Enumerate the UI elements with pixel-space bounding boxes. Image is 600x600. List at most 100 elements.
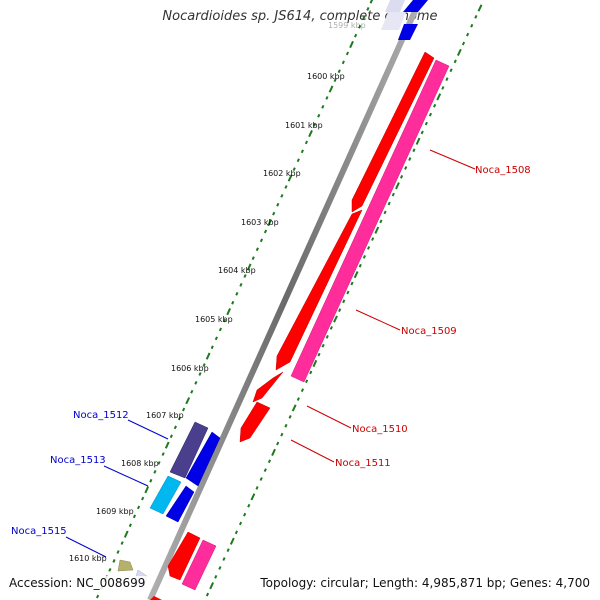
minor-tick [276,441,280,446]
leader-noca-1512 [127,419,169,440]
cds-noca-1508[interactable] [290,59,450,383]
kbp-label: 1603 kbp [241,218,279,227]
minor-tick [243,512,247,517]
minor-tick [247,503,251,508]
major-tick [395,182,400,190]
leader-noca-1515 [65,536,107,558]
map-title: Nocardioides sp. JS614, complete genome [162,9,438,24]
partial-feature-blue-top [403,0,428,12]
minor-tick [412,148,416,153]
minor-tick [259,477,263,481]
minor-tick [366,246,371,250]
minor-tick [461,41,466,46]
minor-tick [272,211,276,216]
minor-tick [313,122,317,127]
label-noca-1515[interactable]: Noca_1515 [11,526,67,537]
cds-features [117,51,450,600]
minor-tick [226,548,230,553]
minor-tick [235,291,239,296]
minor-tick [288,414,292,419]
minor-tick [238,521,243,526]
cds-noca-1512[interactable] [169,421,209,479]
minor-tick [428,112,433,117]
genome-backbone [147,0,423,600]
label-noca-1513[interactable]: Noca_1513 [50,455,106,466]
major-tick [312,359,318,368]
major-tick [333,315,338,323]
cds-noca-1512-b[interactable] [185,431,221,487]
minor-tick [317,352,321,357]
cds-noca-1514[interactable] [165,485,195,523]
label-noca-1508[interactable]: Noca_1508 [475,165,531,176]
minor-tick [198,372,202,376]
label-noca-1509[interactable]: Noca_1509 [401,326,457,337]
minor-tick [243,274,247,278]
major-tick [328,85,334,93]
minor-tick [342,299,346,304]
minor-tick [231,300,235,305]
minor-tick [338,308,342,313]
cds-bottom-pink[interactable] [181,539,217,591]
leader-noca-1510 [306,405,352,429]
minor-tick [263,468,267,473]
topology-text: Topology: circular; Length: 4,985,871 bp… [258,576,592,590]
minor-tick [218,327,223,332]
cds-noca-1511[interactable] [239,401,271,443]
major-tick [374,226,380,234]
minor-tick [263,229,268,234]
tick-labels: 1600 kbp 1601 kbp 1602 kbp 1603 kbp 1604 kbp… [69,72,345,563]
minor-tick [474,14,478,19]
major-tick [229,537,235,545]
accession-text: Accession: NC_008699 [7,576,148,590]
minor-tick [157,461,161,465]
minor-tick [259,238,264,243]
minor-tick [362,254,367,259]
leader-noca-1508 [429,149,476,170]
minor-tick [358,263,362,268]
cds-bottom-red[interactable] [167,531,201,581]
minor-tick [202,363,206,367]
feature-noca-1515[interactable] [117,559,134,572]
minor-tick [153,469,157,474]
label-noca-1511[interactable]: Noca_1511 [335,458,391,469]
minor-tick [346,290,350,295]
minor-tick [325,334,329,339]
kbp-label: 1605 kbp [195,315,233,324]
kbp-label: 1601 kbp [285,121,323,130]
leader-noca-1513 [103,465,149,487]
minor-tick [445,77,449,82]
major-tick [353,271,359,279]
minor-tick [190,389,194,394]
kbp-label: 1602 kbp [263,169,301,178]
minor-tick [424,121,428,126]
cds-noca-1510[interactable] [252,371,284,403]
cds-noca-1513[interactable] [149,475,182,515]
minor-tick [404,166,408,170]
major-tick [291,404,297,412]
inner-tick-track [95,0,374,599]
minor-tick [325,96,329,100]
partial-feature-light [385,0,405,12]
major-tick [144,486,150,494]
label-noca-1512[interactable]: Noca_1512 [73,410,129,421]
partial-tick-label: 1599 kbp [328,21,366,30]
leader-noca-1511 [290,439,335,463]
minor-tick [420,130,424,135]
cds-noca-1509[interactable] [275,209,363,371]
minor-tick [304,379,309,384]
minor-tick [408,157,412,161]
top-partial-features [381,0,428,40]
cds-noca-1507[interactable] [351,51,435,213]
leader-noca-1509 [355,309,401,331]
minor-tick [300,149,304,154]
minor-tick [449,68,453,73]
gene-labels: Noca_1508 Noca_1509 Noca_1510 Noca_1511 … [11,165,531,537]
minor-tick [177,416,182,421]
major-tick [226,307,232,316]
label-leaders [65,149,476,558]
minor-tick [255,486,259,490]
minor-tick [453,59,457,64]
cds-bottom-red-2[interactable] [150,596,162,600]
label-noca-1510[interactable]: Noca_1510 [352,424,408,435]
major-tick [287,174,293,182]
